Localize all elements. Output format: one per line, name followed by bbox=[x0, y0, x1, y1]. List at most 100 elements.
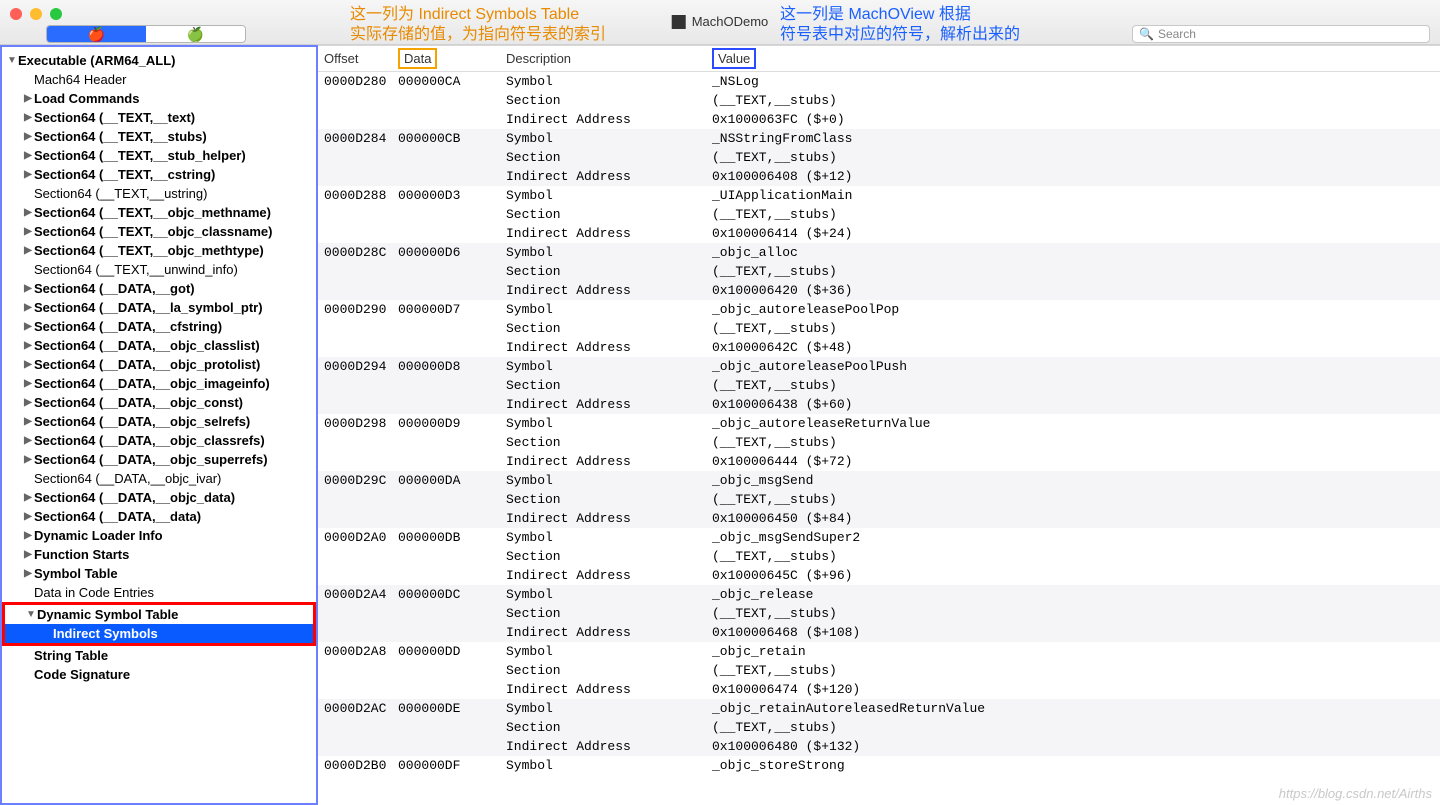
table-row[interactable]: Indirect Address0x100006468 ($+108) bbox=[318, 623, 1440, 642]
col-data[interactable]: Data bbox=[398, 48, 437, 69]
col-value[interactable]: Value bbox=[712, 48, 756, 69]
tree-item[interactable]: ▶Data in Code Entries bbox=[2, 583, 316, 602]
table-row[interactable]: Section(__TEXT,__stubs) bbox=[318, 148, 1440, 167]
table-row[interactable]: Indirect Address0x100006420 ($+36) bbox=[318, 281, 1440, 300]
tree-item[interactable]: ▶Section64 (__DATA,__objc_data) bbox=[2, 488, 316, 507]
table-row[interactable]: Indirect Address0x100006444 ($+72) bbox=[318, 452, 1440, 471]
table-row[interactable]: Section(__TEXT,__stubs) bbox=[318, 433, 1440, 452]
table-row[interactable]: 0000D28C000000D6Symbol_objc_alloc bbox=[318, 243, 1440, 262]
table-group: 0000D288000000D3Symbol_UIApplicationMain… bbox=[318, 186, 1440, 243]
tree-item[interactable]: ▶Section64 (__DATA,__objc_ivar) bbox=[2, 469, 316, 488]
table-row[interactable]: Section(__TEXT,__stubs) bbox=[318, 376, 1440, 395]
table-row[interactable]: Indirect Address0x10000645C ($+96) bbox=[318, 566, 1440, 585]
arch-segmented-control[interactable]: 🍎 🍏 bbox=[46, 25, 246, 43]
tree-item[interactable]: ▶Section64 (__TEXT,__cstring) bbox=[2, 165, 316, 184]
tree-item[interactable]: ▶String Table bbox=[2, 646, 316, 665]
tree-item-label: Section64 (__DATA,__got) bbox=[34, 281, 195, 296]
tree-item[interactable]: ▶Section64 (__DATA,__objc_imageinfo) bbox=[2, 374, 316, 393]
table-group: 0000D2B0000000DFSymbol_objc_storeStrong bbox=[318, 756, 1440, 775]
table-group: 0000D284000000CBSymbol_NSStringFromClass… bbox=[318, 129, 1440, 186]
col-description[interactable]: Description bbox=[506, 51, 712, 66]
table-group: 0000D2A0000000DBSymbol_objc_msgSendSuper… bbox=[318, 528, 1440, 585]
table-row[interactable]: Indirect Address0x100006450 ($+84) bbox=[318, 509, 1440, 528]
seg-left[interactable]: 🍎 bbox=[47, 26, 146, 42]
table-row[interactable]: Indirect Address0x100006438 ($+60) bbox=[318, 395, 1440, 414]
minimize-icon[interactable] bbox=[30, 8, 42, 20]
table-row[interactable]: Section(__TEXT,__stubs) bbox=[318, 718, 1440, 737]
table-group: 0000D280000000CASymbol_NSLogSection(__TE… bbox=[318, 72, 1440, 129]
table-row[interactable]: 0000D2A8000000DDSymbol_objc_retain bbox=[318, 642, 1440, 661]
close-icon[interactable] bbox=[10, 8, 22, 20]
table-row[interactable]: 0000D2AC000000DESymbol_objc_retainAutore… bbox=[318, 699, 1440, 718]
tree-item[interactable]: ▶Section64 (__TEXT,__objc_methname) bbox=[2, 203, 316, 222]
table-row[interactable]: Section(__TEXT,__stubs) bbox=[318, 547, 1440, 566]
tree-item[interactable]: ▶Section64 (__TEXT,__objc_methtype) bbox=[2, 241, 316, 260]
table-row[interactable]: Indirect Address0x100006408 ($+12) bbox=[318, 167, 1440, 186]
table-row[interactable]: Indirect Address0x10000642C ($+48) bbox=[318, 338, 1440, 357]
tree-item[interactable]: ▶Indirect Symbols bbox=[5, 624, 313, 643]
tree-item[interactable]: ▶Section64 (__DATA,__objc_selrefs) bbox=[2, 412, 316, 431]
tree-item-label: Section64 (__DATA,__objc_classlist) bbox=[34, 338, 260, 353]
tree-item[interactable]: ▶Dynamic Loader Info bbox=[2, 526, 316, 545]
table-row[interactable]: 0000D288000000D3Symbol_UIApplicationMain bbox=[318, 186, 1440, 205]
tree-item[interactable]: ▼Dynamic Symbol Table bbox=[5, 605, 313, 624]
tree-item[interactable]: ▶Function Starts bbox=[2, 545, 316, 564]
tree-item[interactable]: ▶Code Signature bbox=[2, 665, 316, 684]
table-row[interactable]: 0000D2A0000000DBSymbol_objc_msgSendSuper… bbox=[318, 528, 1440, 547]
table-row[interactable]: 0000D2B0000000DFSymbol_objc_storeStrong bbox=[318, 756, 1440, 775]
zoom-icon[interactable] bbox=[50, 8, 62, 20]
window-controls bbox=[10, 8, 62, 20]
table-row[interactable]: 0000D290000000D7Symbol_objc_autoreleaseP… bbox=[318, 300, 1440, 319]
tree-item[interactable]: ▶Section64 (__DATA,__objc_protolist) bbox=[2, 355, 316, 374]
table-row[interactable]: Section(__TEXT,__stubs) bbox=[318, 262, 1440, 281]
tree-item[interactable]: ▶Section64 (__TEXT,__stub_helper) bbox=[2, 146, 316, 165]
table-row[interactable]: Indirect Address0x100006480 ($+132) bbox=[318, 737, 1440, 756]
tree-item[interactable]: ▼Executable (ARM64_ALL) bbox=[2, 51, 316, 70]
table-row[interactable]: Section(__TEXT,__stubs) bbox=[318, 661, 1440, 680]
table-row[interactable]: 0000D280000000CASymbol_NSLog bbox=[318, 72, 1440, 91]
table-row[interactable]: Indirect Address0x100006414 ($+24) bbox=[318, 224, 1440, 243]
tree-item[interactable]: ▶Section64 (__DATA,__objc_classlist) bbox=[2, 336, 316, 355]
tree-item[interactable]: ▶Mach64 Header bbox=[2, 70, 316, 89]
tree-item[interactable]: ▶Section64 (__DATA,__objc_const) bbox=[2, 393, 316, 412]
table-group: 0000D28C000000D6Symbol_objc_allocSection… bbox=[318, 243, 1440, 300]
tree-item[interactable]: ▶Section64 (__TEXT,__ustring) bbox=[2, 184, 316, 203]
table-row[interactable]: 0000D284000000CBSymbol_NSStringFromClass bbox=[318, 129, 1440, 148]
tree-item[interactable]: ▶Section64 (__DATA,__objc_classrefs) bbox=[2, 431, 316, 450]
tree-item[interactable]: ▶Section64 (__DATA,__cfstring) bbox=[2, 317, 316, 336]
table-row[interactable]: Section(__TEXT,__stubs) bbox=[318, 91, 1440, 110]
tree-item[interactable]: ▶Symbol Table bbox=[2, 564, 316, 583]
tree-item[interactable]: ▶Load Commands bbox=[2, 89, 316, 108]
col-offset[interactable]: Offset bbox=[318, 51, 398, 66]
tree-item-label: Section64 (__DATA,__cfstring) bbox=[34, 319, 222, 334]
tree-item-label: Section64 (__TEXT,__stub_helper) bbox=[34, 148, 246, 163]
search-input[interactable]: 🔍 Search bbox=[1132, 25, 1430, 43]
table-row[interactable]: 0000D294000000D8Symbol_objc_autoreleaseP… bbox=[318, 357, 1440, 376]
tree-item[interactable]: ▶Section64 (__DATA,__la_symbol_ptr) bbox=[2, 298, 316, 317]
table-row[interactable]: 0000D29C000000DASymbol_objc_msgSend bbox=[318, 471, 1440, 490]
tree-item[interactable]: ▶Section64 (__DATA,__got) bbox=[2, 279, 316, 298]
tree-item-label: Data in Code Entries bbox=[34, 585, 154, 600]
table-row[interactable]: 0000D298000000D9Symbol_objc_autoreleaseR… bbox=[318, 414, 1440, 433]
tree-item-label: Code Signature bbox=[34, 667, 130, 682]
tree-item[interactable]: ▶Section64 (__TEXT,__objc_classname) bbox=[2, 222, 316, 241]
table-row[interactable]: Section(__TEXT,__stubs) bbox=[318, 490, 1440, 509]
table-row[interactable]: Section(__TEXT,__stubs) bbox=[318, 205, 1440, 224]
sidebar-tree[interactable]: ▼Executable (ARM64_ALL)▶Mach64 Header▶Lo… bbox=[0, 45, 318, 805]
tree-item[interactable]: ▶Section64 (__DATA,__objc_superrefs) bbox=[2, 450, 316, 469]
table-group: 0000D2AC000000DESymbol_objc_retainAutore… bbox=[318, 699, 1440, 756]
table-row[interactable]: Indirect Address0x1000063FC ($+0) bbox=[318, 110, 1440, 129]
table-group: 0000D2A4000000DCSymbol_objc_releaseSecti… bbox=[318, 585, 1440, 642]
seg-right[interactable]: 🍏 bbox=[146, 26, 245, 42]
tree-item[interactable]: ▶Section64 (__TEXT,__unwind_info) bbox=[2, 260, 316, 279]
tree-item-label: Section64 (__TEXT,__objc_classname) bbox=[34, 224, 272, 239]
tree-item[interactable]: ▶Section64 (__TEXT,__text) bbox=[2, 108, 316, 127]
table-row[interactable]: Indirect Address0x100006474 ($+120) bbox=[318, 680, 1440, 699]
table-row[interactable]: Section(__TEXT,__stubs) bbox=[318, 319, 1440, 338]
table-row[interactable]: 0000D2A4000000DCSymbol_objc_release bbox=[318, 585, 1440, 604]
tree-item-label: Section64 (__DATA,__objc_ivar) bbox=[34, 471, 221, 486]
tree-item[interactable]: ▶Section64 (__DATA,__data) bbox=[2, 507, 316, 526]
tree-item[interactable]: ▶Section64 (__TEXT,__stubs) bbox=[2, 127, 316, 146]
table-row[interactable]: Section(__TEXT,__stubs) bbox=[318, 604, 1440, 623]
watermark: https://blog.csdn.net/Airths bbox=[1279, 786, 1432, 801]
